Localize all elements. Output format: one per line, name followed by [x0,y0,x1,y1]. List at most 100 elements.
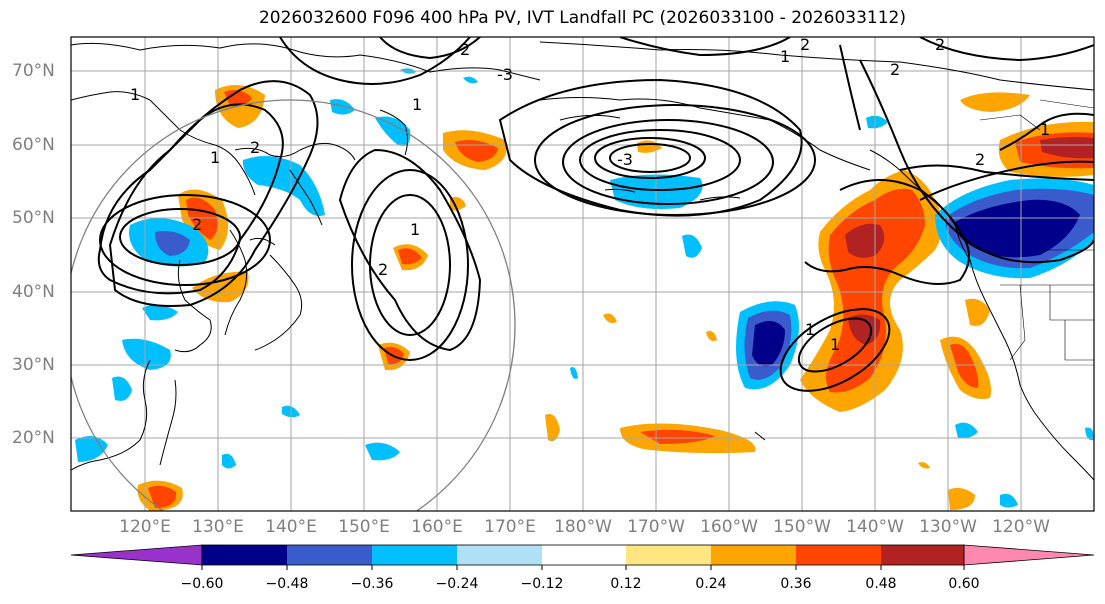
negative-anomaly-blob [866,115,888,129]
graticule [71,37,1094,511]
positive-anomaly-strong [845,223,885,258]
lon-label: 150°W [773,517,831,537]
negative-anomaly-blob [1000,493,1018,508]
lon-label: 130°W [919,517,977,537]
negative-anomaly-blob [375,116,411,146]
lon-label: 120°W [992,517,1050,537]
positive-anomaly-blob [960,92,1030,112]
positive-anomaly-blob [965,298,990,326]
lon-label: 160°E [411,517,463,537]
negative-anomaly-blob [142,304,178,321]
negative-anomaly-strong [752,321,785,367]
positive-anomaly-strong [1040,136,1094,159]
colorbar-segment [796,545,881,565]
negative-anomaly-blob [112,376,132,401]
contour-label: 2 [250,138,260,157]
contour-label: 2 [890,60,900,79]
colorbar-segment [711,545,796,565]
lon-label: 160°W [700,517,758,537]
positive-anomaly-core [186,197,218,240]
contour-label: 1 [830,335,840,354]
colorbar-tick-label: −0.48 [265,576,309,592]
colorbar-tick-label: −0.36 [350,576,394,592]
contour-label: 1 [130,85,140,104]
colorbar-tick-label: 0.48 [865,576,897,592]
colorbar-tick-label: 0.60 [948,576,980,592]
positive-anomaly-core [148,485,177,508]
lon-label: 120°E [119,517,171,537]
lon-label: 180°W [554,517,612,537]
lon-label: 140°W [846,517,904,537]
positive-anomaly-blob [948,487,975,510]
lon-label: 130°E [192,517,244,537]
colorbar-segment [287,545,372,565]
contour-label: 1 [410,220,420,239]
contour-label: 1 [210,148,220,167]
lon-label: 170°E [484,517,536,537]
negative-anomaly-core [155,231,190,256]
lat-label: 50°N [12,208,55,228]
negative-anomaly-blob [222,453,236,469]
ivt-contours [97,37,1094,392]
positive-anomaly-strong [848,314,881,345]
negative-anomaly-blob [75,436,108,462]
lat-label: 40°N [12,282,55,302]
negative-anomaly-blob [955,422,978,439]
landfall-region-circle [71,99,516,511]
positive-anomaly-core [398,248,422,265]
pv-shading [75,68,1094,511]
colorbar-segment [542,545,626,565]
colorbar-segment [457,545,542,565]
contour-label: 1 [1040,120,1050,139]
positive-anomaly-blob [706,331,717,341]
positive-anomaly-core [224,90,252,107]
contour-label: 1 [412,95,422,114]
negative-anomaly-blob [682,234,702,258]
colorbar-tick-label: −0.24 [435,576,479,592]
colorbar-segment [372,545,457,565]
positive-anomaly-core [640,429,715,444]
negative-anomaly-blob [242,156,325,216]
negative-anomaly-blob [122,338,171,370]
positive-anomaly-blob [450,197,466,211]
contour-labels: 1 2 2 1 2 1 1 2 -3 -3 1 2 2 2 1 1 1 2 [130,35,1050,354]
negative-anomaly-blob [570,367,578,379]
lon-label: 170°W [627,517,685,537]
positive-anomaly-blob [918,462,930,469]
contour-label: 1 [805,320,815,339]
colorbar-segment [202,545,287,565]
colorbar-tick-label: 0.24 [695,576,727,592]
colorbar-segment [881,545,964,565]
contour-label: -3 [617,150,633,169]
lat-label: 20°N [12,428,55,448]
positive-anomaly-blob [603,313,617,324]
map-title: 2026032600 F096 400 hPa PV, IVT Landfall… [258,8,906,28]
positive-anomaly-blob [545,414,560,442]
contour-label: -3 [497,65,513,84]
contour-label: 2 [935,35,945,54]
contour-label: 2 [800,35,810,54]
contour-label: 2 [975,150,985,169]
positive-anomaly-core [950,343,979,388]
colorbar-extend-high [963,544,1095,566]
colorbar-segment [626,545,711,565]
colorbar-tick-label: 0.36 [780,576,812,592]
lon-label: 150°E [338,517,390,537]
contour-label: 2 [378,260,388,279]
contour-label: 1 [780,47,790,66]
colorbar-tick-label: −0.60 [180,576,224,592]
contour-label: 2 [192,215,202,234]
negative-anomaly-strong [955,199,1080,258]
lat-label: 60°N [12,135,55,155]
lon-label: 140°E [265,517,317,537]
contour-label: 2 [460,40,470,59]
colorbar [70,544,1095,570]
lat-label: 70°N [12,61,55,81]
colorbar-tick-label: 0.12 [610,576,642,592]
lat-label: 30°N [12,355,55,375]
negative-anomaly-blob [463,76,478,84]
negative-anomaly-blob [365,442,400,461]
negative-anomaly-blob [1085,427,1094,441]
map-frame [70,36,1095,512]
